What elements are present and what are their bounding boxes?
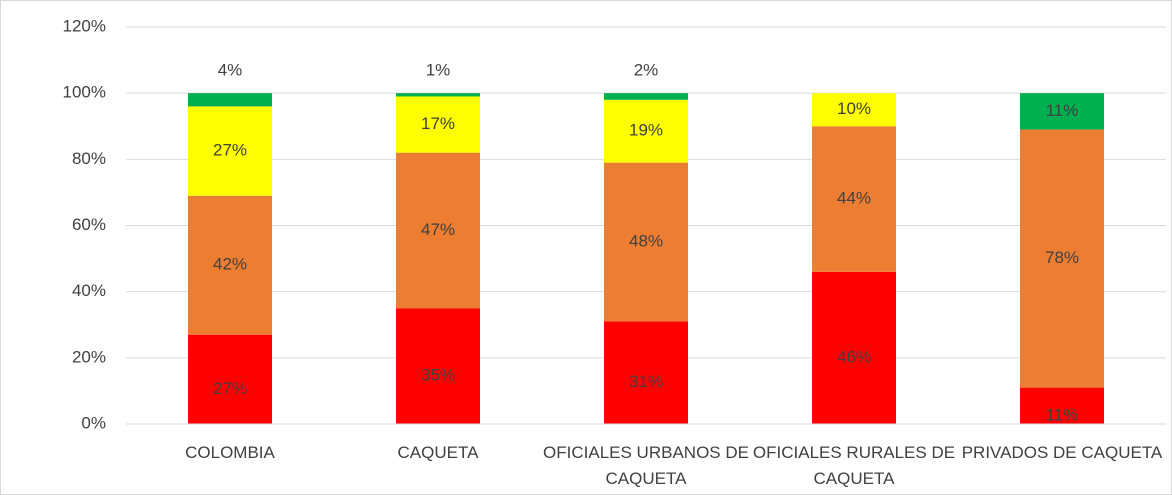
x-tick-label: CAQUETA: [397, 443, 479, 462]
y-tick-label: 100%: [63, 83, 106, 102]
data-label: 10%: [837, 99, 871, 118]
bar-segment: [188, 195, 272, 335]
bar-segment: [604, 99, 688, 163]
bar-segment: [812, 271, 896, 424]
data-label: 78%: [1045, 248, 1079, 267]
data-label: 47%: [421, 220, 455, 239]
bar-segment: [396, 93, 480, 97]
y-tick-label: 60%: [72, 215, 106, 234]
x-tick-label: PRIVADOS DE CAQUETA: [961, 443, 1163, 462]
data-label: 27%: [213, 141, 247, 160]
bar-segment: [604, 93, 688, 100]
data-label: 42%: [213, 255, 247, 274]
y-tick-label: 0%: [81, 413, 106, 432]
data-label: 48%: [629, 232, 663, 251]
data-label: 31%: [629, 372, 663, 391]
data-label: 11%: [1046, 405, 1079, 424]
data-label: 1%: [426, 61, 451, 80]
bar-segment: [812, 126, 896, 272]
bar-segment: [1020, 387, 1104, 424]
x-tick-label: OFICIALES URBANOS DE CAQUETA: [543, 443, 749, 488]
y-tick-label: 120%: [63, 16, 106, 35]
bar-segment: [396, 96, 480, 153]
data-label: 4%: [218, 61, 243, 80]
bar-segment: [188, 334, 272, 424]
bar-segment: [812, 93, 896, 127]
bar-segment: [1020, 93, 1104, 130]
bar-segment: [188, 106, 272, 196]
data-label: 2%: [634, 61, 659, 80]
y-tick-label: 80%: [72, 149, 106, 168]
bar-segment: [188, 93, 272, 107]
bar-segment: [396, 308, 480, 424]
data-label: 35%: [421, 366, 455, 385]
bar-segment: [396, 152, 480, 309]
x-tick-label: COLOMBIA: [185, 443, 275, 462]
data-label: 19%: [629, 121, 663, 140]
data-label: 46%: [837, 347, 871, 366]
y-tick-label: 20%: [72, 347, 106, 366]
data-label: 11%: [1046, 101, 1079, 120]
x-tick-label: OFICIALES RURALES DE CAQUETA: [752, 443, 956, 488]
bar-segment: [1020, 129, 1104, 388]
bar-segment: [604, 321, 688, 424]
data-label: 27%: [213, 379, 247, 398]
data-label: 44%: [837, 189, 871, 208]
data-label: 17%: [421, 114, 455, 133]
bar-segment: [604, 162, 688, 322]
y-tick-label: 40%: [72, 281, 106, 300]
